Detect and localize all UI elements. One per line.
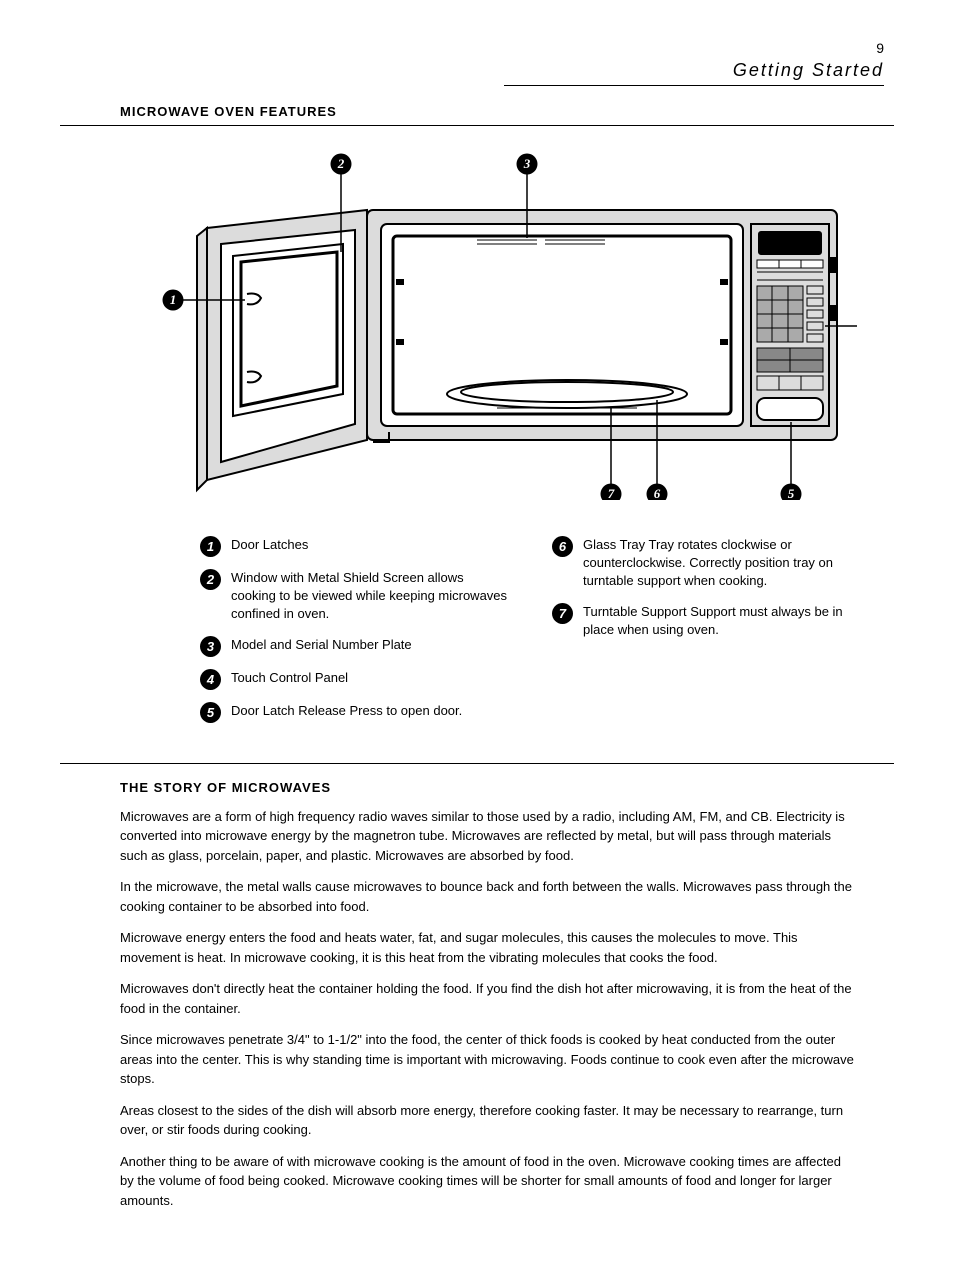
header: 9 Getting Started (60, 40, 894, 86)
legend-item: 1 Door Latches (200, 536, 512, 557)
legend-text: Model and Serial Number Plate (231, 636, 512, 654)
legend-badge: 1 (200, 536, 221, 557)
legend-item: 5 Door Latch Release Press to open door. (200, 702, 512, 723)
story-paragraph: Microwaves are a form of high frequency … (120, 807, 854, 866)
features-title: MICROWAVE OVEN FEATURES (60, 104, 894, 119)
legend-col-left: 1 Door Latches 2 Window with Metal Shiel… (200, 536, 512, 735)
svg-text:6: 6 (654, 486, 661, 500)
section-title: Getting Started (504, 60, 884, 86)
legend-col-right: 6 Glass Tray Tray rotates clockwise or c… (552, 536, 864, 735)
legend-badge: 7 (552, 603, 573, 624)
legend-text: Turntable Support Support must always be… (583, 603, 864, 639)
legend-item: 4 Touch Control Panel (200, 669, 512, 690)
legend-item: 7 Turntable Support Support must always … (552, 603, 864, 639)
svg-text:3: 3 (523, 156, 531, 171)
legend-badge: 6 (552, 536, 573, 557)
divider (60, 763, 894, 764)
page-number: 9 (60, 40, 884, 56)
story-paragraph: Areas closest to the sides of the dish w… (120, 1101, 854, 1140)
svg-text:1: 1 (170, 292, 177, 307)
legend-item: 3 Model and Serial Number Plate (200, 636, 512, 657)
microwave-illustration: 1 2 3 4 5 6 7 (97, 140, 857, 500)
story-paragraph: Microwaves don't directly heat the conta… (120, 979, 854, 1018)
legend-text: Glass Tray Tray rotates clockwise or cou… (583, 536, 864, 591)
svg-text:2: 2 (337, 156, 345, 171)
story-body: Microwaves are a form of high frequency … (60, 807, 894, 1211)
story-paragraph: Since microwaves penetrate 3/4" to 1-1/2… (120, 1030, 854, 1089)
legend-badge: 3 (200, 636, 221, 657)
svg-text:5: 5 (788, 486, 795, 500)
legend-badge: 2 (200, 569, 221, 590)
legend-text: Door Latches (231, 536, 512, 554)
story-paragraph: Microwave energy enters the food and hea… (120, 928, 854, 967)
legend-text: Touch Control Panel (231, 669, 512, 687)
story-paragraph: Another thing to be aware of with microw… (120, 1152, 854, 1211)
legend-badge: 4 (200, 669, 221, 690)
legend-text: Window with Metal Shield Screen allows c… (231, 569, 512, 624)
page-root: 9 Getting Started MICROWAVE OVEN FEATURE… (0, 0, 954, 1262)
story-title: THE STORY OF MICROWAVES (60, 780, 894, 795)
legend-item: 2 Window with Metal Shield Screen allows… (200, 569, 512, 624)
legend: 1 Door Latches 2 Window with Metal Shiel… (60, 536, 894, 735)
svg-text:7: 7 (608, 486, 615, 500)
legend-badge: 5 (200, 702, 221, 723)
divider (60, 125, 894, 126)
microwave-diagram: 1 2 3 4 5 6 7 (60, 140, 894, 530)
story-paragraph: In the microwave, the metal walls cause … (120, 877, 854, 916)
legend-text: Door Latch Release Press to open door. (231, 702, 512, 720)
legend-item: 6 Glass Tray Tray rotates clockwise or c… (552, 536, 864, 591)
